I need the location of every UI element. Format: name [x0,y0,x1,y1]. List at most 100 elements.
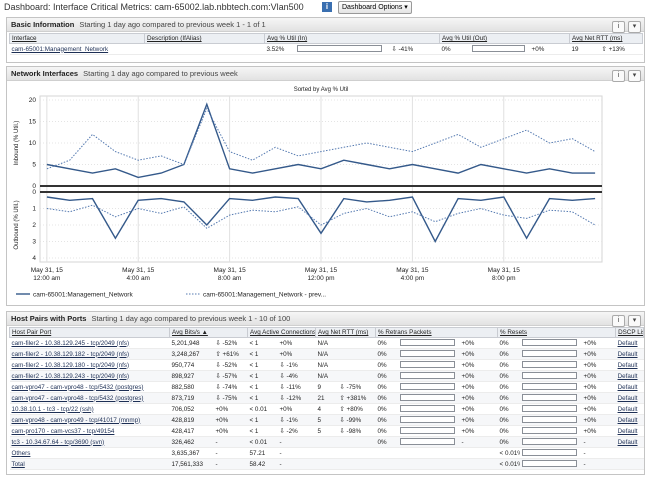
bar-cell [519,436,582,448]
panel-subtitle: Starting 1 day ago compared to previous … [91,314,291,323]
table-cell[interactable]: cam-filer2 - 10.38.129.182 - tcp/2049 (n… [9,348,170,360]
host-pairs-table: Host Pair Port Avg Bits/s ▲ Avg Active Con… [9,327,645,470]
table-cell[interactable]: cam-vpro47 - cam-vpro48 - tcp/5432 (post… [9,381,170,393]
table-row: 10.38.10.1 - tc3 - tcp/22 (ssh) 706,052 +0… [9,403,644,415]
bar-box [399,438,455,446]
panel-header: Network Interfaces Starting 1 day ago com… [7,67,644,82]
dashboard-options-button[interactable]: Dashboard Options ▾ [338,1,412,14]
table-cell: - [213,436,248,448]
table-cell[interactable]: cam-filer2 - 10.38.129.245 - tcp/2049 (n… [9,337,170,349]
bar-box [521,438,577,446]
column-header[interactable]: Avg % Util (In) [263,33,441,44]
x-tick-label: May 31, 15 8:00 am [214,267,247,282]
table-cell[interactable]: tc3 - 10.34.67.64 - tcp/3690 (svn) [9,436,170,448]
table-cell[interactable]: cam-vpro48 - cam-vpro49 - tcp/41017 (mnm… [9,414,170,426]
table-cell: +0% [581,392,616,404]
table-cell: ⇩ -98% [337,425,376,437]
column-header[interactable]: Interface [9,33,145,44]
bar-cell [519,403,582,415]
table-cell: 0% [497,370,520,382]
column-header[interactable]: Avg Net RTT (ms) [315,327,377,338]
column-header[interactable]: % Resets [497,327,617,338]
table-cell: 0% [497,359,520,371]
table-cell[interactable]: Default [615,436,644,448]
menu-button[interactable]: ▾ [628,21,641,33]
table-cell[interactable]: Others [9,447,170,459]
column-header[interactable]: Avg Active Connections/s [246,327,317,338]
table-cell: ⇩ -4% [277,370,316,382]
column-header[interactable]: Host Pair Port [9,327,170,338]
info-button[interactable]: i [612,315,625,327]
table-row: cam-vpro48 - cam-vpro49 - tcp/41017 (mnm… [9,414,644,426]
y-tick-label: 20 [29,97,37,104]
table-cell[interactable]: cam-pro170 - cam-vcs37 - tcp/49154 [9,425,170,437]
table-cell[interactable]: Default [615,337,644,349]
network-interfaces-panel: Network Interfaces Starting 1 day ago com… [6,66,645,306]
column-header[interactable]: Avg Bits/s ▲ [169,327,248,338]
table-cell: +0% [529,43,570,55]
table-cell: ⇩ -11% [277,381,316,393]
y-tick-label: 10 [29,140,37,147]
table-cell: 0% [497,337,520,349]
bar-box [521,394,577,402]
table-cell[interactable]: Default [615,403,644,415]
column-header[interactable]: Avg % Util (Out) [439,33,571,44]
table-cell[interactable]: cam-65001:Management_Network [9,43,145,55]
table-cell: +0% [581,359,616,371]
bar-cell [519,348,582,360]
table-cell[interactable]: Default [615,425,644,437]
y-tick-label: 1 [32,206,36,213]
panel-header: Basic Information Starting 1 day ago comp… [7,18,644,33]
table-cell [375,458,398,470]
table-cell: ⇧ +381% [337,392,376,404]
inbound-line [46,107,596,170]
menu-button[interactable]: ▾ [628,70,641,82]
x-tick-label: May 31, 15 12:00 am [31,267,64,282]
table-cell [144,43,265,55]
basic-info-table: Interface Description (IfAlias) Avg % Util… [9,33,644,55]
table-cell [615,447,644,459]
info-button[interactable]: i [612,21,625,33]
table-cell: 428,417 [169,425,214,437]
table-cell: 0% [375,359,398,371]
column-header[interactable]: % Retrans Packets [375,327,499,338]
table-cell[interactable]: Default [615,359,644,371]
table-cell: ⇩ -52% [213,359,248,371]
table-row: cam-filer2 - 10.38.129.180 - tcp/2049 (n… [9,359,644,371]
table-cell: 0% [375,370,398,382]
table-cell[interactable]: Default [615,348,644,360]
table-cell[interactable]: Default [615,381,644,393]
table-cell[interactable]: Total [9,458,170,470]
table-cell[interactable]: Default [615,414,644,426]
column-header[interactable]: Avg Net RTT (ms) [569,33,644,44]
table-cell [337,458,376,470]
x-tick-label: May 31, 15 4:00 am [122,267,155,282]
column-header[interactable]: DSCP List [615,327,645,338]
bar-box [399,427,455,435]
column-header[interactable]: Description (IfAlias) [144,33,265,44]
panel-header: Host Pairs with Ports Starting 1 day ago … [7,312,644,327]
x-tick-label: May 31, 15 8:00 pm [488,267,521,282]
table-cell: < 0.01 [247,403,278,415]
menu-button[interactable]: ▾ [628,315,641,327]
table-cell[interactable]: Default [615,370,644,382]
table-cell [315,436,338,448]
table-cell[interactable]: cam-filer2 - 10.38.129.243 - tcp/2049 (n… [9,370,170,382]
panel-subtitle: Starting 1 day ago compared to previous … [79,20,266,29]
table-cell[interactable]: Default [615,392,644,404]
bar-cell [519,359,582,371]
table-row: tc3 - 10.34.67.64 - tcp/3690 (svn) 326,46… [9,436,644,448]
table-cell [459,447,498,459]
chart-note: Sorted by Avg % Util [294,87,349,93]
table-cell[interactable]: cam-vpro47 - cam-vpro48 - tcp/5432 (post… [9,392,170,404]
table-cell [315,458,338,470]
table-cell[interactable]: cam-filer2 - 10.38.129.180 - tcp/2049 (n… [9,359,170,371]
table-cell: - [213,458,248,470]
table-cell: 0% [375,348,398,360]
bar-box [521,449,577,457]
table-cell[interactable]: 10.38.10.1 - tc3 - tcp/22 (ssh) [9,403,170,415]
table-cell: 21 [315,392,338,404]
info-icon[interactable]: i [322,2,332,12]
info-button[interactable]: i [612,70,625,82]
